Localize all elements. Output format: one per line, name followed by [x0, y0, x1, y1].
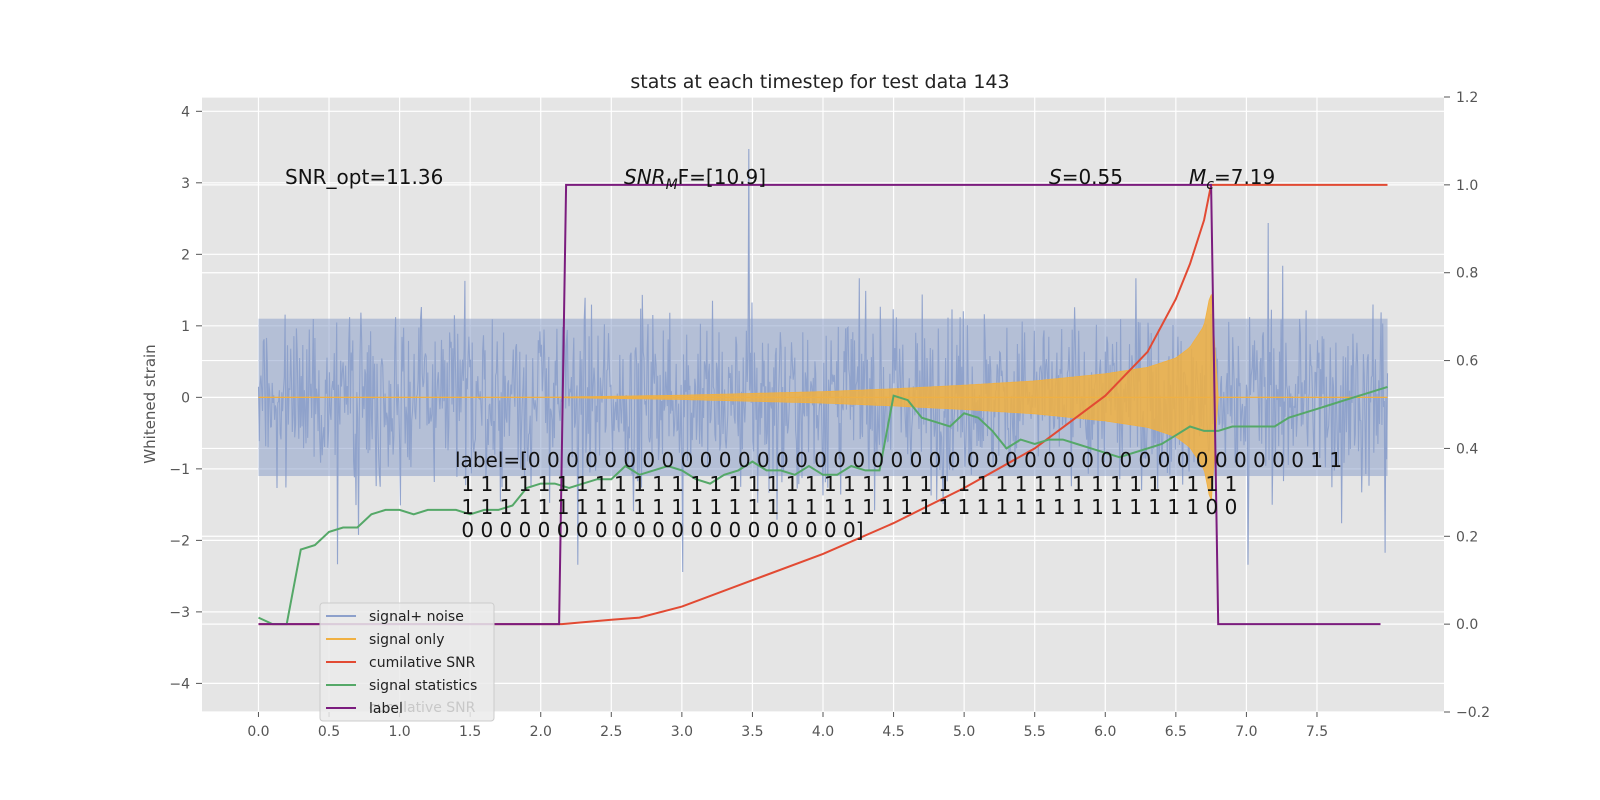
line-series-group	[258, 183, 1388, 626]
x-tick-label: 6.0	[1094, 724, 1116, 740]
y-axis-label: Whitened strain	[141, 344, 159, 463]
y-tick-label: 2	[181, 247, 190, 263]
x-axis-ticks: 0.0 0.5 1.0 1.5 2.0 2.5 3.0 3.5 4.0 4.5 5.0 5.5 6.0 6…	[247, 712, 1328, 740]
x-tick-label: 2.5	[600, 724, 622, 740]
y2-tick: 0.8	[1444, 266, 1478, 282]
y-tick: 3	[181, 176, 202, 192]
x-tick-label: 3.5	[741, 724, 763, 740]
annotation-snr-mf-main: SNR	[624, 165, 666, 189]
chart-title: stats at each timestep for test data 143	[630, 71, 1009, 93]
y-tick-label: 0	[181, 390, 190, 406]
annotation-snr-opt: SNR_opt=11.36	[285, 165, 443, 189]
y-tick: −1	[169, 462, 202, 478]
x-tick: 7.0	[1235, 712, 1258, 740]
legend: cumilative SNR signal+ noise signal only…	[319, 602, 495, 722]
y-tick: 1	[181, 319, 202, 335]
x-tick: 5.5	[1024, 712, 1046, 740]
annotation-snr-mf-rest: F=[10.9]	[678, 165, 766, 189]
legend-box	[319, 602, 495, 722]
annotation-mc-rest: =7.19	[1214, 165, 1275, 189]
x-tick-label: 5.0	[953, 724, 975, 740]
cumulative-snr-line	[258, 183, 1388, 626]
x-tick-label: 7.5	[1306, 724, 1328, 740]
x-tick-label: 1.5	[459, 724, 481, 740]
annotation-snr-mf-sub: M	[666, 177, 678, 193]
annotation-s-rest: =0.55	[1062, 165, 1123, 189]
legend-ghost-text: cumilative SNR	[369, 700, 476, 716]
legend-label-cumulative-snr: cumilative SNR	[369, 655, 476, 671]
y2-tick-label: 0.2	[1456, 529, 1478, 545]
annotation-label-line-4: 0 0 0 0 0 0 0 0 0 0 0 0 0 0 0 0 0 0 0 0 …	[455, 518, 864, 542]
annotation-mc-sub: c	[1206, 177, 1214, 193]
x-tick-label: 1.0	[388, 724, 410, 740]
x-tick-label: 0.5	[318, 724, 340, 740]
x-tick: 4.5	[882, 712, 905, 740]
annotation-s: S=0.55	[1049, 165, 1123, 189]
x-tick-label: 2.0	[530, 724, 552, 740]
y2-tick: 0.2	[1444, 529, 1478, 545]
x-tick: 6.0	[1094, 712, 1116, 740]
x-tick-label: 0.0	[247, 724, 269, 740]
legend-label-signal-noise: signal+ noise	[369, 609, 464, 625]
y-tick: 0	[181, 390, 202, 406]
y-axis-ticks: 4 3 2 1 0 −1 −2 −3 −4	[169, 104, 202, 692]
x-tick: 3.0	[671, 712, 693, 740]
x-tick-label: 3.0	[671, 724, 693, 740]
y2-axis-ticks: 1.2 1.0 0.8 0.6 0.4 0.2 0.0 −0.2	[1444, 90, 1490, 721]
y2-tick: 0.0	[1444, 617, 1478, 633]
y2-tick-label: 1.2	[1456, 90, 1478, 106]
y2-tick: 0.4	[1444, 441, 1478, 457]
signal-statistics-line	[258, 385, 1388, 626]
legend-label-label: label	[369, 701, 403, 717]
x-tick-label: 4.0	[812, 724, 834, 740]
y-tick-label: −2	[169, 533, 190, 549]
label-line	[258, 183, 1381, 626]
y-tick-label: 3	[181, 176, 190, 192]
annotation-label-line-1: label=[0 0 0 0 0 0 0 0 0 0 0 0 0 0 0 0 0…	[455, 448, 1342, 472]
y2-tick-label: −0.2	[1456, 705, 1490, 721]
y-tick-label: −4	[169, 676, 190, 692]
y2-tick-label: 1.0	[1456, 178, 1478, 194]
legend-label-signal-only: signal only	[369, 632, 444, 648]
annotation-label-line-3: 1 1 1 1 1 1 1 1 1 1 1 1 1 1 1 1 1 1 1 1 …	[455, 495, 1237, 519]
y-tick-label: −1	[169, 462, 190, 478]
x-tick-label: 7.0	[1235, 724, 1257, 740]
y-tick: 2	[181, 247, 202, 263]
y-tick: −2	[169, 533, 202, 549]
annotation-label-line-2: 1 1 1 1 1 1 1 1 1 1 1 1 1 1 1 1 1 1 1 1 …	[455, 472, 1237, 496]
x-tick-label: 6.5	[1165, 724, 1187, 740]
x-tick: 2.0	[530, 712, 552, 740]
x-tick: 3.5	[741, 712, 764, 740]
y2-tick: 1.0	[1444, 178, 1478, 194]
signal-only-series	[258, 294, 1388, 501]
y-tick-label: 4	[181, 104, 190, 120]
x-tick: 5.0	[953, 712, 975, 740]
y2-tick: 1.2	[1444, 90, 1478, 106]
y-tick: 4	[181, 104, 202, 120]
y2-tick-label: 0.8	[1456, 266, 1478, 282]
x-tick: 0.0	[247, 712, 270, 740]
annotation-mc-main: M	[1189, 165, 1206, 189]
y-tick: −4	[169, 676, 202, 692]
y2-tick: −0.2	[1444, 705, 1490, 721]
annotation-label-block: label=[0 0 0 0 0 0 0 0 0 0 0 0 0 0 0 0 0…	[455, 448, 1342, 542]
x-tick: 4.0	[812, 712, 834, 740]
y2-tick-label: 0.6	[1456, 354, 1478, 370]
annotation-mc: Mc=7.19	[1189, 165, 1275, 193]
x-tick: 7.5	[1306, 712, 1328, 740]
y-tick: −3	[169, 605, 202, 621]
x-tick-label: 5.5	[1024, 724, 1046, 740]
y-tick-label: 1	[181, 319, 190, 335]
x-tick-label: 4.5	[882, 724, 904, 740]
x-tick: 6.5	[1165, 712, 1187, 740]
y2-tick: 0.6	[1444, 354, 1478, 370]
legend-label-signal-statistics: signal statistics	[369, 678, 477, 694]
y2-tick-label: 0.4	[1456, 441, 1478, 457]
annotation-s-main: S	[1049, 165, 1062, 189]
x-tick: 2.5	[600, 712, 622, 740]
annotation-snr-mf: SNRMF=[10.9]	[624, 165, 766, 193]
y-tick-label: −3	[169, 605, 190, 621]
y2-tick-label: 0.0	[1456, 617, 1478, 633]
